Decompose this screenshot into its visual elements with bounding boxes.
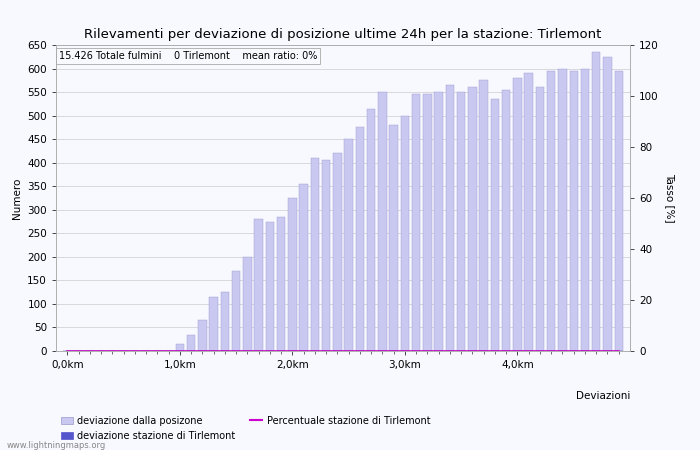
Text: 15.426 Totale fulmini    0 Tirlemont    mean ratio: 0%: 15.426 Totale fulmini 0 Tirlemont mean r… [59, 51, 317, 61]
Bar [265, 221, 274, 351]
Bar [400, 116, 409, 351]
Bar [254, 219, 262, 351]
Bar [547, 71, 555, 351]
Bar [277, 217, 286, 351]
Bar [502, 90, 510, 351]
Legend: deviazione dalla posizone, deviazione stazione di Tirlemont, Percentuale stazion: deviazione dalla posizone, deviazione st… [61, 416, 430, 441]
Bar [513, 78, 522, 351]
Bar [232, 271, 240, 351]
Bar [300, 184, 308, 351]
Bar [446, 85, 454, 351]
Bar [558, 68, 567, 351]
Bar [570, 71, 578, 351]
Text: Deviazioni: Deviazioni [575, 391, 630, 401]
Bar [311, 158, 319, 351]
Bar [615, 71, 623, 351]
Bar [603, 57, 612, 351]
Bar [480, 80, 488, 351]
Bar [367, 108, 375, 351]
Bar [457, 92, 466, 351]
Bar [536, 87, 544, 351]
Bar [435, 92, 443, 351]
Bar [356, 127, 364, 351]
Bar [288, 198, 297, 351]
Bar [468, 87, 477, 351]
Text: www.lightningmaps.org: www.lightningmaps.org [7, 441, 106, 450]
Bar [378, 92, 386, 351]
Bar [389, 125, 398, 351]
Bar [220, 292, 229, 351]
Bar [198, 320, 206, 351]
Y-axis label: Numero: Numero [12, 177, 22, 219]
Bar [592, 52, 601, 351]
Bar [524, 73, 533, 351]
Title: Rilevamenti per deviazione di posizione ultime 24h per la stazione: Tirlemont: Rilevamenti per deviazione di posizione … [84, 28, 602, 41]
Bar [412, 94, 421, 351]
Bar [333, 153, 342, 351]
Bar [243, 257, 251, 351]
Y-axis label: Tasso [%]: Tasso [%] [666, 173, 675, 223]
Bar [581, 68, 589, 351]
Bar [491, 99, 499, 351]
Bar [424, 94, 432, 351]
Bar [176, 344, 184, 351]
Bar [209, 297, 218, 351]
Bar [322, 160, 330, 351]
Bar [187, 334, 195, 351]
Bar [344, 139, 353, 351]
